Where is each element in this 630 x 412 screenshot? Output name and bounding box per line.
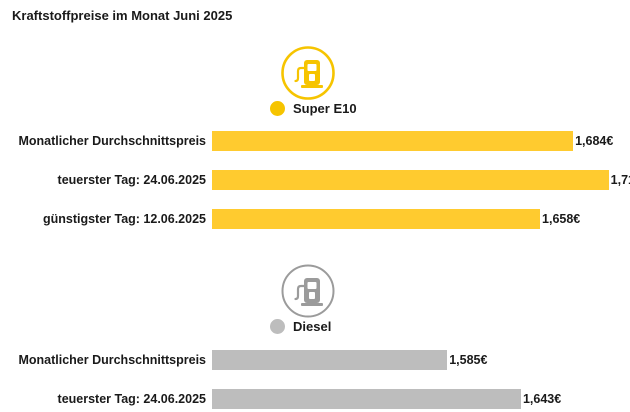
- category-label: Monatlicher Durchschnittspreis: [18, 134, 206, 148]
- bar-diesel-0: [212, 350, 448, 370]
- value-label: 1,658€: [542, 212, 581, 226]
- bar-super-e10-2: [212, 209, 541, 229]
- diesel-fuel-pump-icon: [280, 263, 336, 319]
- value-label: 1,712€: [610, 173, 630, 187]
- super-e10-legend-dot: [270, 101, 285, 116]
- bar-diesel-1: [212, 389, 521, 409]
- super-e10-row-2: günstigster Tag: 12.06.2025 1,658€: [0, 209, 630, 229]
- diesel-legend-dot: [270, 319, 285, 334]
- bar-super-e10-0: [212, 131, 574, 151]
- super-e10-legend-label: Super E10: [293, 101, 357, 116]
- super-e10-fuel-pump-icon: [280, 45, 336, 101]
- diesel-legend: Diesel: [270, 319, 331, 334]
- value-label: 1,585€: [449, 353, 488, 367]
- diesel-row-0: Monatlicher Durchschnittspreis 1,585€: [0, 350, 630, 370]
- category-label: teuerster Tag: 24.06.2025: [57, 392, 206, 406]
- bar-super-e10-1: [212, 170, 609, 190]
- value-label: 1,684€: [575, 134, 614, 148]
- category-label: Monatlicher Durchschnittspreis: [18, 353, 206, 367]
- value-label: 1,643€: [522, 392, 562, 406]
- chart-title: Kraftstoffpreise im Monat Juni 2025: [12, 8, 233, 23]
- super-e10-row-1: teuerster Tag: 24.06.2025 1,712€: [0, 170, 630, 190]
- super-e10-legend: Super E10: [270, 101, 357, 116]
- category-label: günstigster Tag: 12.06.2025: [42, 212, 206, 226]
- category-label: teuerster Tag: 24.06.2025: [57, 173, 206, 187]
- diesel-legend-label: Diesel: [293, 319, 332, 334]
- super-e10-row-0: Monatlicher Durchschnittspreis 1,684€: [0, 131, 630, 151]
- diesel-row-1: teuerster Tag: 24.06.2025 1,643€: [0, 389, 630, 409]
